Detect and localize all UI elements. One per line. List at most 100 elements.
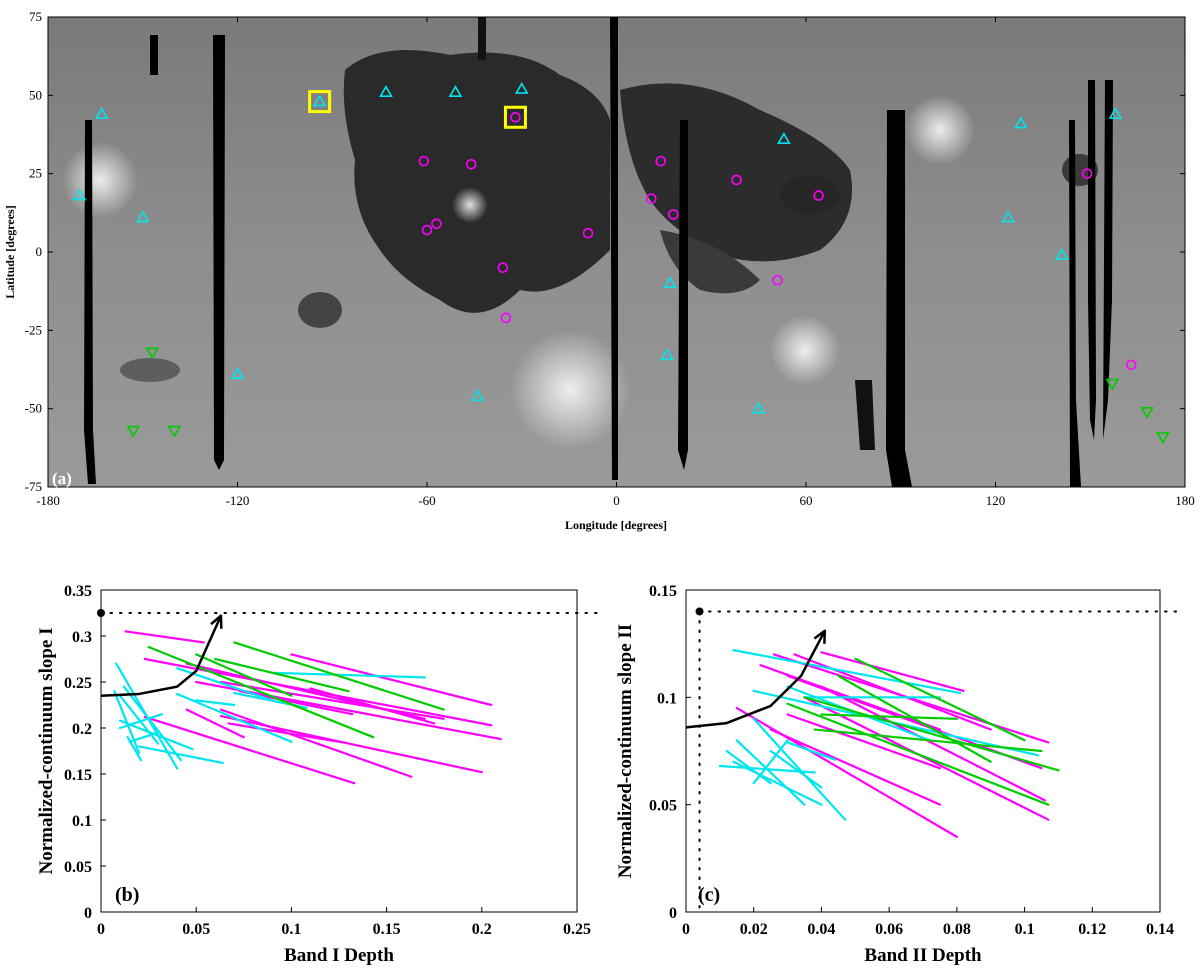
data-gap — [886, 110, 912, 487]
highland-site-marker — [72, 188, 87, 201]
green-trend-line — [813, 728, 1043, 753]
mare-site-marker — [465, 158, 477, 170]
x-tick-label: 0.25 — [563, 921, 591, 938]
y-tick-label: 0.1 — [72, 813, 92, 830]
maria-region — [120, 358, 180, 382]
x-tick-label: 0.15 — [373, 921, 401, 938]
magenta-trend-line — [820, 651, 965, 692]
lines-c — [685, 607, 1183, 913]
map-x-axis-label: Longitude [degrees] — [565, 518, 667, 532]
highlight-box — [308, 90, 332, 114]
x-tick-label: 0 — [682, 921, 690, 938]
c-y-axis-label: Normalized-continuum slope II — [615, 624, 636, 878]
panel-label-a: (a) — [52, 469, 72, 488]
cyan-trend-line — [137, 745, 224, 765]
data-gap — [150, 35, 158, 75]
magenta-trend-line — [143, 657, 493, 727]
mare-site-marker — [772, 274, 783, 286]
c-x-axis-label: Band II Depth — [864, 945, 982, 966]
magenta-trend-line — [143, 715, 356, 785]
data-gap — [478, 17, 486, 60]
y-tick-label: 0.15 — [64, 767, 92, 784]
magenta-trend-line — [185, 708, 245, 739]
cyan-trend-line — [786, 741, 837, 761]
axes-b: 0 0.05 0.1 0.15 0.2 0.25 0 0.05 0.1 0.15 0.2 0.25 0.… — [64, 583, 591, 938]
y-tick-label: 0.05 — [649, 798, 677, 815]
highland-site-marker — [1108, 107, 1123, 119]
mare-site-marker — [431, 218, 442, 230]
b-x-axis-label: Band I Depth — [284, 945, 394, 966]
plot-frame-c — [685, 589, 1161, 913]
ray-crater — [510, 330, 630, 450]
mare-site-marker — [582, 227, 594, 239]
data-gap — [855, 380, 875, 450]
y-tick-label: -50 — [25, 401, 42, 416]
x-tick-label: 0 — [97, 921, 105, 938]
mare-site-marker — [497, 262, 509, 273]
x-tick-label: -180 — [36, 493, 60, 508]
maria-region — [780, 175, 840, 215]
mare-site-marker — [418, 155, 430, 167]
cyan-trend-line — [176, 692, 293, 743]
green-trend-line — [837, 674, 992, 763]
lunar-albedo-image — [48, 17, 1185, 487]
highland-site-marker — [379, 85, 393, 97]
cyan-trend-line — [118, 713, 164, 730]
ray-crater — [770, 315, 840, 385]
mare-site-marker — [813, 190, 824, 201]
highland-site-marker — [94, 107, 109, 119]
highland-site-marker — [1013, 116, 1028, 129]
mare-site-marker — [421, 224, 433, 236]
green-trend-line — [195, 653, 293, 697]
magenta-trend-line — [219, 680, 445, 720]
highland-site-marker-down — [126, 425, 141, 438]
x-tick-label: 180 — [1175, 493, 1195, 508]
green-trend-line — [803, 696, 1060, 772]
magenta-trend-line — [124, 630, 205, 644]
magenta-trend-line — [786, 713, 942, 770]
maria-region — [343, 50, 610, 313]
magenta-trend-line — [219, 708, 413, 778]
y-tick-label: 0 — [84, 905, 92, 922]
ray-crater — [905, 95, 975, 165]
highland-site-marker-down — [1156, 432, 1170, 444]
trend-arrow — [685, 630, 826, 729]
y-tick-label: 0.15 — [649, 583, 677, 600]
lines-b — [97, 609, 600, 785]
map-axes: -180 -120 -60 0 60 120 180 -75 -50 -25 0 25 50 75 — [25, 9, 1195, 508]
trend-arrow-head — [813, 629, 827, 644]
y-tick-label: 0 — [36, 244, 43, 259]
x-tick-label: 0.1 — [1015, 921, 1035, 938]
x-tick-label: 0.05 — [182, 921, 210, 938]
cyan-trend-line — [752, 717, 847, 821]
y-tick-label: 0.3 — [72, 629, 92, 646]
reference-point — [695, 607, 704, 616]
green-trend-line — [820, 713, 958, 720]
green-trend-line — [854, 657, 1026, 742]
green-trend-line — [786, 702, 1050, 806]
map-markers — [72, 81, 1170, 444]
x-tick-label: 0.14 — [1146, 921, 1174, 938]
mare-site-marker — [645, 193, 657, 205]
plot-frame-b — [100, 589, 578, 913]
panel-label-c: (c) — [698, 884, 720, 906]
ray-crater — [452, 187, 488, 223]
highland-site-marker — [751, 401, 766, 414]
data-gap — [213, 35, 225, 470]
highland-site-marker-down — [1140, 406, 1154, 419]
highland-site-marker-down — [1105, 378, 1120, 391]
mare-site-marker — [1126, 359, 1137, 371]
highland-site-marker-down — [145, 347, 160, 360]
mare-site-marker — [1081, 168, 1093, 179]
highlight-box — [503, 105, 527, 129]
data-gap — [1069, 120, 1081, 487]
mare-site-marker — [731, 174, 742, 186]
cyan-trend-line — [128, 731, 160, 743]
y-tick-label: 25 — [29, 166, 42, 181]
mare-site-marker — [510, 111, 521, 123]
y-tick-label: 0.2 — [72, 721, 92, 738]
highland-site-marker — [777, 132, 791, 144]
highland-site-marker — [660, 348, 674, 361]
x-tick-label: 60 — [800, 493, 813, 508]
magenta-trend-line — [820, 685, 1046, 802]
